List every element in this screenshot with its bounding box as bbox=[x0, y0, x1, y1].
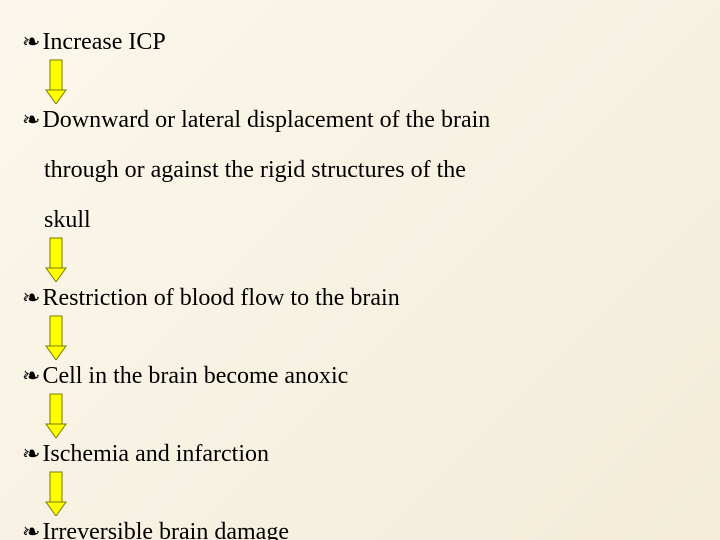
bullet-glyph-icon: ❧ bbox=[22, 104, 40, 136]
bullet-item: ❧ Increase ICP bbox=[0, 26, 720, 58]
bullet-text: Restriction of blood flow to the brain bbox=[42, 282, 399, 314]
bullet-item: ❧ Cell in the brain become anoxic bbox=[0, 360, 720, 392]
bullet-item: ❧ Downward or lateral displacement of th… bbox=[0, 104, 720, 136]
down-arrow-icon bbox=[0, 58, 720, 104]
bullet-continuation: through or against the rigid structures … bbox=[0, 154, 720, 186]
bullet-text: Downward or lateral displacement of the … bbox=[42, 104, 490, 136]
line-gap bbox=[0, 136, 720, 154]
slide: ❧ Increase ICP ❧ Downward or lateral dis… bbox=[0, 0, 720, 540]
bullet-item: ❧ Ischemia and infarction bbox=[0, 438, 720, 470]
bullet-glyph-icon: ❧ bbox=[22, 360, 40, 392]
bullet-item: ❧ Restriction of blood flow to the brain bbox=[0, 282, 720, 314]
bullet-text: Cell in the brain become anoxic bbox=[42, 360, 348, 392]
down-arrow-icon bbox=[0, 314, 720, 360]
bullet-text: Increase ICP bbox=[42, 26, 165, 58]
down-arrow-icon bbox=[0, 392, 720, 438]
bullet-glyph-icon: ❧ bbox=[22, 516, 40, 540]
line-gap bbox=[0, 186, 720, 204]
bullet-item: ❧ Irreversible brain damage bbox=[0, 516, 720, 540]
bullet-text: skull bbox=[44, 204, 91, 236]
bullet-text: through or against the rigid structures … bbox=[44, 154, 466, 186]
down-arrow-icon bbox=[0, 470, 720, 516]
bullet-continuation: skull bbox=[0, 204, 720, 236]
down-arrow-icon bbox=[0, 236, 720, 282]
bullet-text: Ischemia and infarction bbox=[42, 438, 269, 470]
bullet-text: Irreversible brain damage bbox=[42, 516, 289, 540]
bullet-glyph-icon: ❧ bbox=[22, 438, 40, 470]
bullet-glyph-icon: ❧ bbox=[22, 26, 40, 58]
bullet-glyph-icon: ❧ bbox=[22, 282, 40, 314]
